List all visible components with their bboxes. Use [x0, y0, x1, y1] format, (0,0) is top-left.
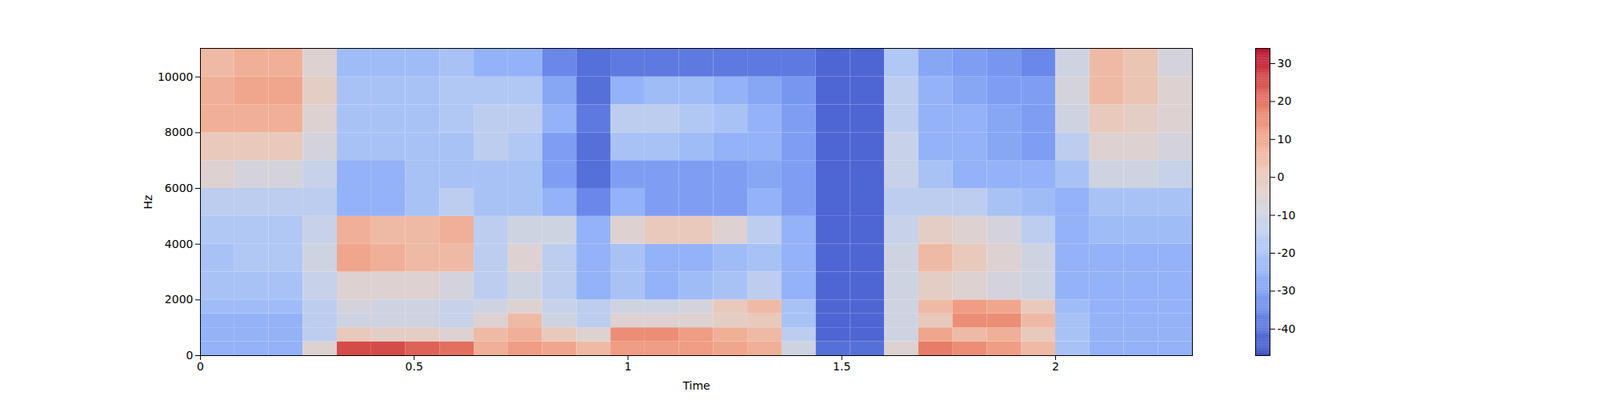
svg-text:0.5: 0.5 [405, 360, 424, 373]
svg-text:0: 0 [1277, 170, 1285, 184]
svg-text:2000: 2000 [164, 292, 194, 306]
svg-text:-40: -40 [1277, 322, 1296, 336]
svg-text:2: 2 [1052, 360, 1060, 373]
svg-text:6000: 6000 [164, 181, 194, 195]
svg-text:Time: Time [681, 379, 710, 392]
svg-text:-10: -10 [1277, 208, 1296, 222]
svg-text:8000: 8000 [164, 125, 194, 139]
svg-text:1: 1 [624, 360, 632, 373]
svg-text:-20: -20 [1277, 246, 1296, 260]
svg-text:-30: -30 [1277, 284, 1296, 297]
svg-text:10000: 10000 [157, 70, 194, 84]
svg-text:1.5: 1.5 [832, 360, 851, 373]
svg-text:Hz: Hz [141, 195, 155, 210]
svg-text:30: 30 [1277, 56, 1292, 70]
svg-text:4000: 4000 [164, 237, 194, 251]
svg-text:0: 0 [196, 360, 204, 373]
svg-text:10: 10 [1277, 132, 1292, 146]
svg-text:20: 20 [1277, 94, 1292, 108]
svg-text:0: 0 [186, 348, 194, 362]
